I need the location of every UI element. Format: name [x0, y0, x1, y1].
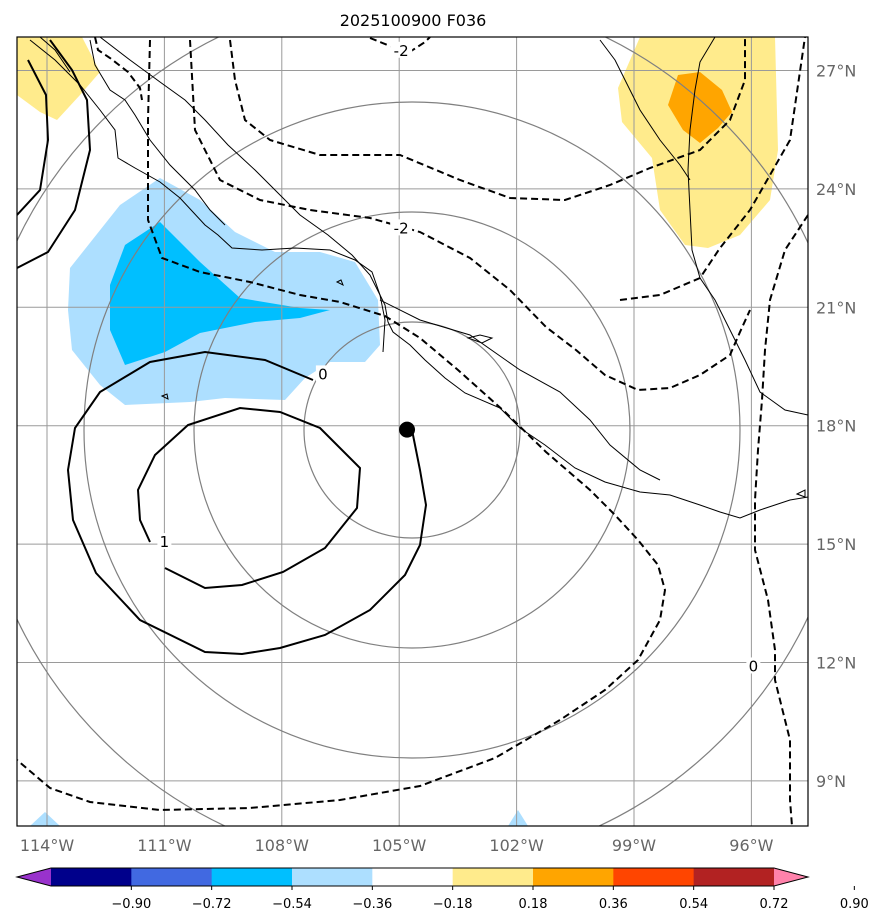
- coastline-baja: [29, 39, 386, 353]
- range-ring: [193, 211, 631, 649]
- shade-cyan-bottom: [508, 810, 528, 826]
- coastline-island: [795, 489, 806, 498]
- coastlines: [29, 37, 808, 519]
- contour-dashed: [619, 37, 806, 301]
- contour-solid: [136, 406, 362, 590]
- colorbar-tick-label: 0.90: [840, 897, 869, 912]
- contour-label: -2: [394, 42, 409, 60]
- colorbar-outline: [15, 867, 810, 887]
- map-frame: [16, 36, 809, 827]
- contour-solid: [66, 350, 428, 656]
- colorbar-segment: [131, 868, 213, 886]
- colorbar: −0.90 −0.72 −0.54 −0.36 −0.18 0.18 0.36 0.54 0.7…: [15, 867, 869, 912]
- storm-center-marker: [399, 421, 416, 438]
- coastline-island: [335, 279, 344, 287]
- contour-label: -2: [394, 219, 409, 237]
- colorbar-segment: [452, 868, 534, 886]
- colorbar-segment: [533, 868, 614, 886]
- contour-label-bg: [390, 41, 413, 58]
- shade-yellow-nw: [17, 37, 100, 120]
- colorbar-tick-label: 0.54: [679, 897, 708, 912]
- colorbar-tick-label: 0.18: [519, 897, 548, 912]
- contour-label-bg: [390, 219, 413, 236]
- border-line: [379, 299, 661, 481]
- colorbar-segment: [211, 868, 293, 886]
- y-tick-label: 24°N: [816, 180, 856, 199]
- contour-dashed: [94, 37, 143, 101]
- range-ring: [303, 321, 521, 539]
- x-tick-label: 96°W: [729, 836, 773, 855]
- contour-label: 0: [318, 365, 328, 383]
- x-tick-label: 114°W: [20, 836, 75, 855]
- colorbar-tick-label: −0.18: [433, 897, 473, 912]
- colorbar-segment: [51, 868, 132, 886]
- colorbar-extend-high: [774, 868, 808, 886]
- coastline-island: [160, 393, 169, 400]
- x-tick-label: 105°W: [372, 836, 427, 855]
- contour-dashed: [17, 39, 667, 812]
- contour-label-bg: [157, 533, 172, 550]
- shade-orange-ne: [668, 72, 732, 143]
- contour-label: 0: [749, 657, 759, 675]
- colorbar-tick-label: −0.36: [352, 897, 392, 912]
- shade-yellow-ne: [618, 37, 778, 248]
- colorbar-tick-label: −0.54: [272, 897, 312, 912]
- coastline-gulf-mexico: [687, 37, 808, 416]
- chart-title: 2025100900 F036: [340, 11, 487, 30]
- y-axis-ticks: 27°N 24°N 21°N 18°N 15°N 12°N 9°N: [816, 62, 856, 791]
- colorbar-tick-label: −0.72: [192, 897, 232, 912]
- colorbar-tick-label: 0.36: [599, 897, 628, 912]
- x-axis-ticks: 114°W 111°W 108°W 105°W 102°W 99°W 96°W: [20, 836, 774, 855]
- contour-dashed: [754, 214, 808, 826]
- x-tick-label: 102°W: [489, 836, 544, 855]
- contours: [17, 37, 808, 826]
- contour-dashed: [229, 37, 746, 202]
- colorbar-tick-label: 0.72: [760, 897, 789, 912]
- coastline-mainland: [99, 37, 808, 519]
- contour-dashed: [189, 39, 751, 392]
- colorbar-segment: [372, 868, 454, 886]
- colorbar-segment: [613, 868, 695, 886]
- y-tick-label: 21°N: [816, 298, 856, 317]
- coastline-gulf: [89, 39, 226, 226]
- range-rings: [17, 37, 808, 826]
- border-line: [599, 39, 691, 181]
- x-tick-label: 108°W: [255, 836, 310, 855]
- y-tick-label: 15°N: [816, 535, 856, 554]
- y-tick-label: 18°N: [816, 417, 856, 436]
- y-tick-label: 9°N: [816, 772, 846, 791]
- gridlines: [17, 37, 808, 826]
- shaded-fields: [17, 37, 778, 826]
- contour-solid: [17, 39, 92, 269]
- coastline-island: [466, 334, 494, 344]
- contour-label-bg: [746, 657, 761, 674]
- border-line: [39, 37, 71, 73]
- contour-label-bg: [315, 365, 330, 382]
- colorbar-segment: [292, 868, 373, 886]
- shade-cyan-mid: [110, 222, 330, 365]
- range-ring: [83, 101, 741, 759]
- colorbar-segment: [693, 868, 775, 886]
- shade-cyan-bottom: [30, 812, 60, 826]
- contour-labels: -2 -2 0 1 0: [157, 41, 761, 675]
- x-tick-label: 99°W: [612, 836, 656, 855]
- colorbar-extend-low: [17, 868, 51, 886]
- map-area: -2 -2 0 1 0: [17, 37, 808, 826]
- contour-solid: [17, 59, 50, 216]
- colorbar-tick-label: −0.90: [111, 897, 151, 912]
- y-tick-label: 27°N: [816, 62, 856, 81]
- contour-label: 1: [160, 533, 170, 551]
- x-tick-label: 111°W: [137, 836, 192, 855]
- y-tick-label: 12°N: [816, 654, 856, 673]
